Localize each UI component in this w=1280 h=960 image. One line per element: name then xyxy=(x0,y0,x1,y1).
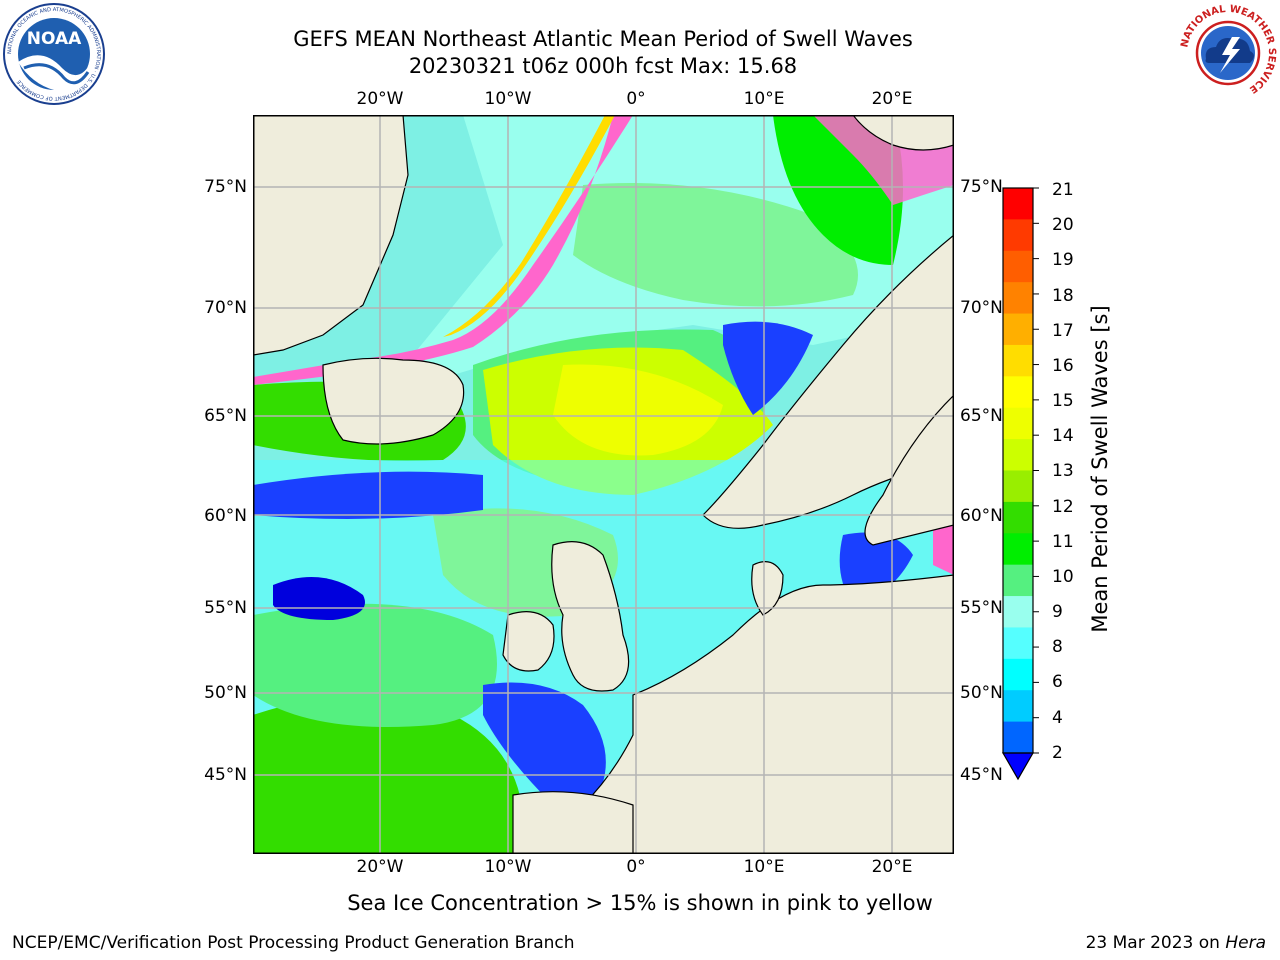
lon-label-bottom: 10°W xyxy=(484,857,532,877)
colorbar-segment xyxy=(1003,188,1033,220)
chart-title-line2: 20230321 t06z 000h fcst Max: 15.68 xyxy=(408,54,798,78)
colorbar-segment xyxy=(1003,376,1033,409)
lat-label-left: 65°N xyxy=(204,406,247,426)
colorbar-segment xyxy=(1003,219,1033,252)
lon-label-top: 20°W xyxy=(356,89,404,109)
sea-ice-baltic xyxy=(933,520,954,575)
colorbar-tick-label: 9 xyxy=(1052,602,1063,622)
lat-label-left: 70°N xyxy=(204,298,247,318)
footer-date: 23 Mar 2023 on Hera xyxy=(1086,933,1266,953)
colorbar-segment xyxy=(1003,658,1033,691)
land-denmark xyxy=(751,561,784,616)
lat-label-left: 55°N xyxy=(204,598,247,618)
colorbar-tick-label: 17 xyxy=(1052,321,1074,341)
lat-label-right: 75°N xyxy=(960,177,1003,197)
map-frame xyxy=(253,115,954,854)
noaa-logo: NOAA NATIONAL OCEANIC AND ATMOSPHERIC AD… xyxy=(2,2,106,106)
lat-label-right: 50°N xyxy=(960,683,1003,703)
lat-label-right: 70°N xyxy=(960,298,1003,318)
colorbar-tick-label: 11 xyxy=(1052,532,1074,552)
field-yellow-inner xyxy=(553,364,723,456)
svg-text:NOAA: NOAA xyxy=(27,29,82,49)
colorbar-tick-label: 14 xyxy=(1052,426,1074,446)
colorbar-segment xyxy=(1003,690,1033,723)
colorbar-tick-label: 20 xyxy=(1052,215,1074,235)
colorbar xyxy=(1001,187,1039,781)
field-light-north xyxy=(573,183,858,307)
colorbar-tick-label: 2 xyxy=(1052,743,1063,763)
footer-machine: Hera xyxy=(1225,933,1266,953)
land-finland-sweden xyxy=(864,394,954,546)
lat-label-left: 45°N xyxy=(204,765,247,785)
colorbar-segment xyxy=(1003,250,1033,283)
land-iceland xyxy=(322,357,465,445)
colorbar-tick-label: 16 xyxy=(1052,356,1074,376)
lat-label-left: 60°N xyxy=(204,506,247,526)
colorbar-segment xyxy=(1003,721,1033,754)
colorbar-extend-arrow xyxy=(1001,752,1035,781)
colorbar-tick-label: 18 xyxy=(1052,286,1074,306)
colorbar-segment xyxy=(1003,564,1033,597)
colorbar-tick-label: 8 xyxy=(1052,637,1063,657)
lat-label-right: 65°N xyxy=(960,406,1003,426)
colorbar-tick-label: 6 xyxy=(1052,672,1063,692)
colorbar-tick-label: 4 xyxy=(1052,708,1063,728)
sea-ice-greenland-edge xyxy=(253,115,633,385)
lon-label-bottom: 20°W xyxy=(356,857,404,877)
colorbar-tick-label: 12 xyxy=(1052,497,1074,517)
field-green-central-south xyxy=(253,603,497,727)
lon-label-top: 10°E xyxy=(743,89,785,109)
lon-label-bottom: 10°E xyxy=(743,857,785,877)
lon-label-top: 20°E xyxy=(871,89,913,109)
lon-label-bottom: 0° xyxy=(626,857,646,877)
sea-ice-greenland-inner xyxy=(443,115,615,337)
colorbar-tick-label: 21 xyxy=(1052,180,1074,200)
lon-label-top: 10°W xyxy=(484,89,532,109)
lat-label-right: 45°N xyxy=(960,765,1003,785)
land-iberia xyxy=(512,791,634,854)
land-great-britain xyxy=(551,541,630,692)
lat-label-right: 55°N xyxy=(960,598,1003,618)
colorbar-title: Mean Period of Swell Waves [s] xyxy=(1088,305,1112,633)
colorbar-tick-label: 10 xyxy=(1052,567,1074,587)
lat-label-left: 50°N xyxy=(204,683,247,703)
colorbar-tick-label: 13 xyxy=(1052,461,1074,481)
colorbar-segment xyxy=(1003,627,1033,660)
land-svalbard xyxy=(852,115,954,151)
land-ireland xyxy=(502,611,555,672)
colorbar-segment xyxy=(1003,596,1033,628)
colorbar-segment xyxy=(1003,439,1033,471)
colorbar-tick-label: 15 xyxy=(1052,391,1074,411)
graticule xyxy=(253,115,954,854)
field-blue-norway xyxy=(723,321,813,415)
lat-label-right: 60°N xyxy=(960,506,1003,526)
field-blue-rockall xyxy=(273,577,365,620)
footer-date-text: 23 Mar 2023 on xyxy=(1085,933,1226,953)
nws-logo: NATIONAL WEATHER SERVICE xyxy=(1176,1,1280,105)
colorbar-segment xyxy=(1003,533,1033,566)
colorbar-segment xyxy=(1003,501,1033,534)
colorbar-segment xyxy=(1003,407,1033,440)
lon-label-bottom: 20°E xyxy=(871,857,913,877)
chart-title-line1: GEFS MEAN Northeast Atlantic Mean Period… xyxy=(293,27,913,51)
lon-label-top: 0° xyxy=(626,89,646,109)
field-blue-irminger xyxy=(253,471,483,519)
lat-label-left: 75°N xyxy=(204,177,247,197)
land-greenland xyxy=(253,115,409,356)
map-panel xyxy=(253,115,954,854)
colorbar-tick-label: 19 xyxy=(1052,250,1074,270)
sea-ice-caption: Sea Ice Concentration > 15% is shown in … xyxy=(347,891,933,915)
colorbar-segment xyxy=(1003,282,1033,315)
colorbar-segment xyxy=(1003,344,1033,377)
footer-credit: NCEP/EMC/Verification Post Processing Pr… xyxy=(12,933,575,953)
colorbar-segment xyxy=(1003,470,1033,503)
colorbar-segment xyxy=(1003,313,1033,346)
